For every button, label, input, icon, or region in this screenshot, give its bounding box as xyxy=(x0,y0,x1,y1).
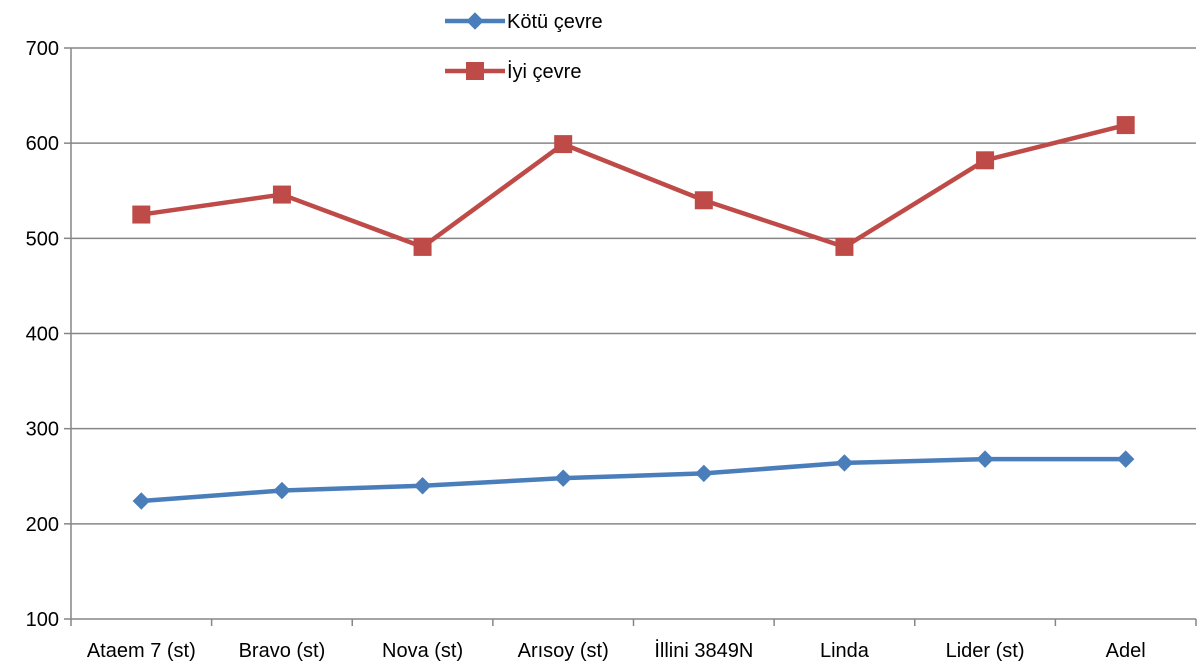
y-tick-label: 700 xyxy=(26,38,59,60)
y-tick-label: 400 xyxy=(26,324,59,346)
legend-entry: Kötü çevre xyxy=(445,11,603,33)
series-line xyxy=(141,456,1126,504)
x-tick-label: Ataem 7 (st) xyxy=(87,640,196,662)
x-tick-label: Linda xyxy=(820,640,870,662)
series-layer xyxy=(132,116,1135,510)
data-point xyxy=(1116,116,1135,135)
x-tick-label: Arısoy (st) xyxy=(518,640,609,662)
data-point xyxy=(413,477,432,495)
gridlines xyxy=(71,47,1196,525)
data-point xyxy=(273,481,291,500)
data-point xyxy=(554,135,573,154)
data-point xyxy=(413,237,432,256)
data-point xyxy=(976,151,995,170)
data-point xyxy=(976,450,994,468)
series-line xyxy=(140,122,1127,250)
legend-swatch-marker xyxy=(466,12,484,30)
x-tick-label: İllini 3849N xyxy=(654,639,753,662)
legend-label: Kötü çevre xyxy=(507,11,603,33)
legend-swatch-marker xyxy=(466,62,484,80)
y-tick-label: 500 xyxy=(26,228,59,250)
x-tick-label: Adel xyxy=(1106,640,1146,662)
x-tick-label: Bravo (st) xyxy=(239,640,326,662)
data-point xyxy=(132,205,151,224)
data-point xyxy=(695,464,713,483)
data-point xyxy=(1116,450,1135,468)
x-tick-label: Lider (st) xyxy=(946,640,1025,662)
y-tick-label: 100 xyxy=(26,609,59,631)
y-tick-label: 600 xyxy=(26,133,59,155)
data-point xyxy=(132,492,151,510)
axes: 100 200 300 400 500 600 700 Ataem 7 (st) Bravo (… xyxy=(26,38,1197,662)
series-2 xyxy=(132,116,1135,256)
legend: Kötü çevre İyi çevre xyxy=(445,11,603,83)
x-tick-label: Nova (st) xyxy=(382,640,463,662)
y-tick-label: 300 xyxy=(26,419,59,441)
data-point xyxy=(835,237,854,256)
y-tick-label: 200 xyxy=(26,514,59,536)
legend-label: İyi çevre xyxy=(507,60,581,83)
data-point xyxy=(694,191,713,210)
legend-entry: İyi çevre xyxy=(445,60,581,83)
series-1 xyxy=(132,450,1135,510)
data-point xyxy=(272,185,291,204)
data-point xyxy=(835,454,854,472)
data-point xyxy=(554,469,572,487)
